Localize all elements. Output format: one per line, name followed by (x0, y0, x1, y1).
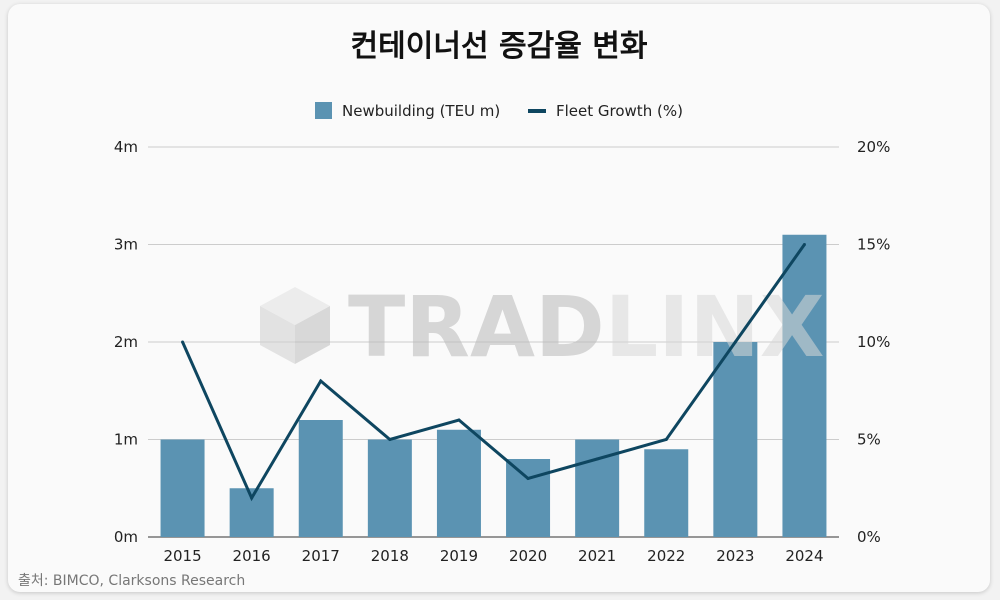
chart-card: 컨테이너선 증감율 변화 Newbuilding (TEU m) Fleet G… (8, 4, 990, 592)
combo-chart: 컨테이너선 증감율 변화 Newbuilding (TEU m) Fleet G… (18, 29, 890, 589)
line-point-2016 (250, 496, 254, 500)
x-tick-label: 2019 (440, 547, 478, 565)
line-point-2017 (319, 379, 323, 383)
y-right-tick-label: 0% (857, 528, 881, 546)
line-series (181, 243, 806, 502)
x-tick-label: 2020 (509, 547, 547, 565)
bar-2020 (506, 459, 551, 537)
y-right-tick-label: 20% (857, 138, 890, 156)
bar-2023 (713, 342, 758, 537)
x-tick-label: 2022 (647, 547, 685, 565)
chart-title: 컨테이너선 증감율 변화 (351, 29, 648, 64)
legend-swatch-bar (315, 102, 332, 119)
watermark-text-light: LINX (605, 278, 825, 376)
fleet-growth-line (181, 243, 806, 502)
y-left-tick-label: 4m (114, 138, 138, 156)
watermark: TRADLINX (260, 278, 825, 376)
x-tick-label: 2018 (371, 547, 409, 565)
legend: Newbuilding (TEU m) Fleet Growth (%) (315, 102, 683, 120)
x-tick-label: 2023 (716, 547, 754, 565)
bar-2024 (782, 234, 827, 537)
x-tick-label: 2017 (302, 547, 340, 565)
bar-2019 (436, 429, 481, 537)
legend-label-bar: Newbuilding (TEU m) (342, 102, 500, 120)
line-point-2023 (733, 340, 737, 344)
y-right-tick-label: 10% (857, 333, 890, 351)
y-left-tick-label: 1m (114, 431, 138, 449)
legend-swatch-line (528, 109, 546, 113)
line-point-2020 (526, 477, 530, 480)
y-left-tick-label: 2m (114, 333, 138, 351)
bar-series (160, 234, 827, 537)
x-tick-label: 2024 (785, 547, 823, 565)
legend-label-line: Fleet Growth (%) (556, 102, 683, 120)
line-point-2024 (802, 243, 806, 246)
line-point-2022 (664, 438, 668, 441)
source-note: 출처: BIMCO, Clarksons Research (18, 573, 245, 589)
y-axis-right: 0% 5% 10% 15% 20% (857, 138, 890, 546)
x-tick-label: 2015 (163, 547, 201, 565)
y-left-tick-label: 3m (114, 236, 138, 254)
bar-2017 (298, 420, 343, 537)
x-tick-label: 2016 (233, 547, 271, 565)
line-point-2018 (388, 438, 392, 441)
bar-2022 (644, 449, 689, 537)
bar-2015 (160, 439, 205, 537)
y-axis-left: 0m 1m 2m 3m 4m (114, 138, 138, 546)
line-point-2021 (595, 457, 599, 461)
line-point-2019 (457, 418, 461, 422)
x-tick-label: 2021 (578, 547, 616, 565)
line-point-2015 (181, 340, 185, 344)
bar-2018 (367, 439, 412, 537)
watermark-text-dark: TRAD (348, 278, 605, 376)
watermark-text: TRADLINX (348, 278, 825, 376)
y-right-tick-label: 15% (857, 236, 890, 254)
y-right-tick-label: 5% (857, 431, 881, 449)
y-left-tick-label: 0m (114, 528, 138, 546)
x-axis: 2015 2016 2017 2018 2019 2020 2021 2022 2023 2024 (163, 547, 823, 565)
cube-logo-icon (260, 287, 330, 364)
